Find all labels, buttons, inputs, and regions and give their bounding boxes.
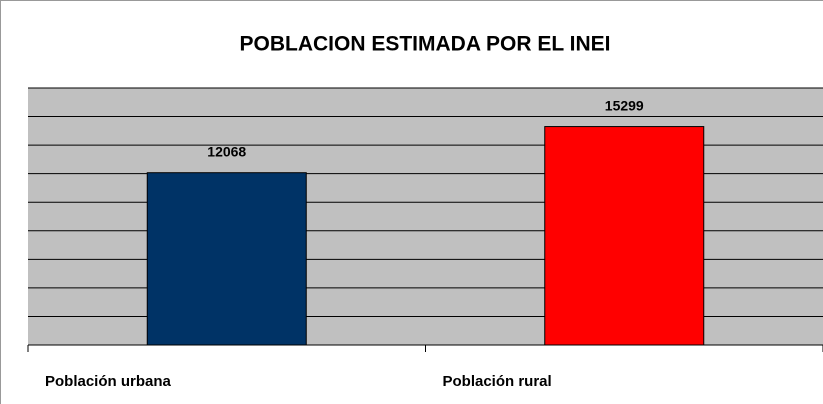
chart-title: POBLACION ESTIMADA POR EL INEI [239,33,610,56]
bar [544,126,705,346]
x-tick-label: Población rural [443,373,552,390]
value-label: 12068 [207,143,246,159]
bar [146,172,307,346]
x-tick-label: Población urbana [45,373,172,390]
value-label: 15299 [605,97,644,113]
